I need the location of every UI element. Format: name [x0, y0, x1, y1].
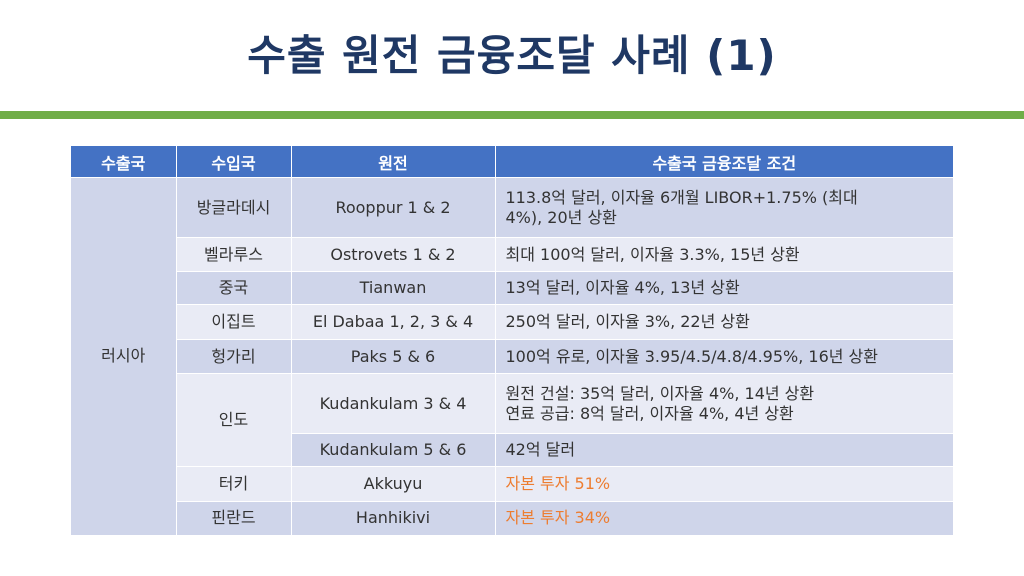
condition-cell: 113.8억 달러, 이자율 6개월 LIBOR+1.75% (최대 4%), … — [495, 177, 953, 238]
condition-cell: 42억 달러 — [495, 433, 953, 467]
condition-line: 원전 건설: 35억 달러, 이자율 4%, 14년 상환 — [505, 383, 815, 403]
plant-cell: Akkuyu — [291, 466, 496, 502]
table-row: Kudankulam 5 & 6 42억 달러 — [71, 433, 953, 467]
header-exporter: 수출국 — [71, 146, 177, 178]
importer-cell: 터키 — [176, 466, 292, 502]
plant-cell: Hanhikivi — [291, 501, 496, 535]
condition-cell: 250억 달러, 이자율 3%, 22년 상환 — [495, 304, 953, 340]
importer-cell: 인도 — [176, 373, 292, 467]
importer-cell: 벨라루스 — [176, 237, 292, 272]
table-row: 이집트 El Dabaa 1, 2, 3 & 4 250억 달러, 이자율 3%… — [71, 304, 953, 340]
title-divider — [0, 111, 1024, 119]
importer-cell: 헝가리 — [176, 339, 292, 374]
condition-cell: 자본 투자 34% — [495, 501, 953, 535]
importer-cell: 중국 — [176, 271, 292, 305]
condition-cell: 원전 건설: 35억 달러, 이자율 4%, 14년 상환 연료 공급: 8억 … — [495, 373, 953, 434]
table-header-row: 수출국 수입국 원전 수출국 금융조달 조건 — [71, 146, 953, 178]
header-plant: 원전 — [291, 146, 496, 178]
importer-cell: 핀란드 — [176, 501, 292, 535]
table-row: 러시아 방글라데시 Rooppur 1 & 2 113.8억 달러, 이자율 6… — [71, 177, 953, 535]
financing-table: 수출국 수입국 원전 수출국 금융조달 조건 러시아 방글라데시 Rooppur… — [71, 146, 953, 535]
table-row: 터키 Akkuyu 자본 투자 51% — [71, 466, 953, 502]
importer-cell: 방글라데시 — [176, 177, 292, 238]
condition-line: 연료 공급: 8억 달러, 이자율 4%, 4년 상환 — [505, 403, 794, 423]
table-row: 벨라루스 Ostrovets 1 & 2 최대 100억 달러, 이자율 3.3… — [71, 237, 953, 272]
condition-cell: 최대 100억 달러, 이자율 3.3%, 15년 상환 — [495, 237, 953, 272]
condition-cell: 13억 달러, 이자율 4%, 13년 상환 — [495, 271, 953, 305]
plant-cell: Ostrovets 1 & 2 — [291, 237, 496, 272]
condition-cell: 100억 유로, 이자율 3.95/4.5/4.8/4.95%, 16년 상환 — [495, 339, 953, 374]
table-row: 핀란드 Hanhikivi 자본 투자 34% — [71, 501, 953, 535]
exporter-cell: 러시아 — [71, 177, 177, 535]
plant-cell: Paks 5 & 6 — [291, 339, 496, 374]
header-importer: 수입국 — [176, 146, 292, 178]
plant-cell: El Dabaa 1, 2, 3 & 4 — [291, 304, 496, 340]
table-row: 헝가리 Paks 5 & 6 100억 유로, 이자율 3.95/4.5/4.8… — [71, 339, 953, 374]
slide-title: 수출 원전 금융조달 사례 (1) — [247, 31, 777, 80]
condition-line: 113.8억 달러, 이자율 6개월 LIBOR+1.75% (최대 — [505, 187, 858, 207]
plant-cell: Kudankulam 5 & 6 — [291, 433, 496, 467]
condition-line: 4%), 20년 상환 — [505, 207, 617, 227]
plant-cell: Rooppur 1 & 2 — [291, 177, 496, 238]
importer-cell: 이집트 — [176, 304, 292, 340]
plant-cell: Kudankulam 3 & 4 — [291, 373, 496, 434]
condition-cell: 자본 투자 51% — [495, 466, 953, 502]
table-row: 중국 Tianwan 13억 달러, 이자율 4%, 13년 상환 — [71, 271, 953, 305]
header-condition: 수출국 금융조달 조건 — [495, 146, 953, 178]
table-row: 인도 Kudankulam 3 & 4 원전 건설: 35억 달러, 이자율 4… — [71, 373, 953, 467]
plant-cell: Tianwan — [291, 271, 496, 305]
